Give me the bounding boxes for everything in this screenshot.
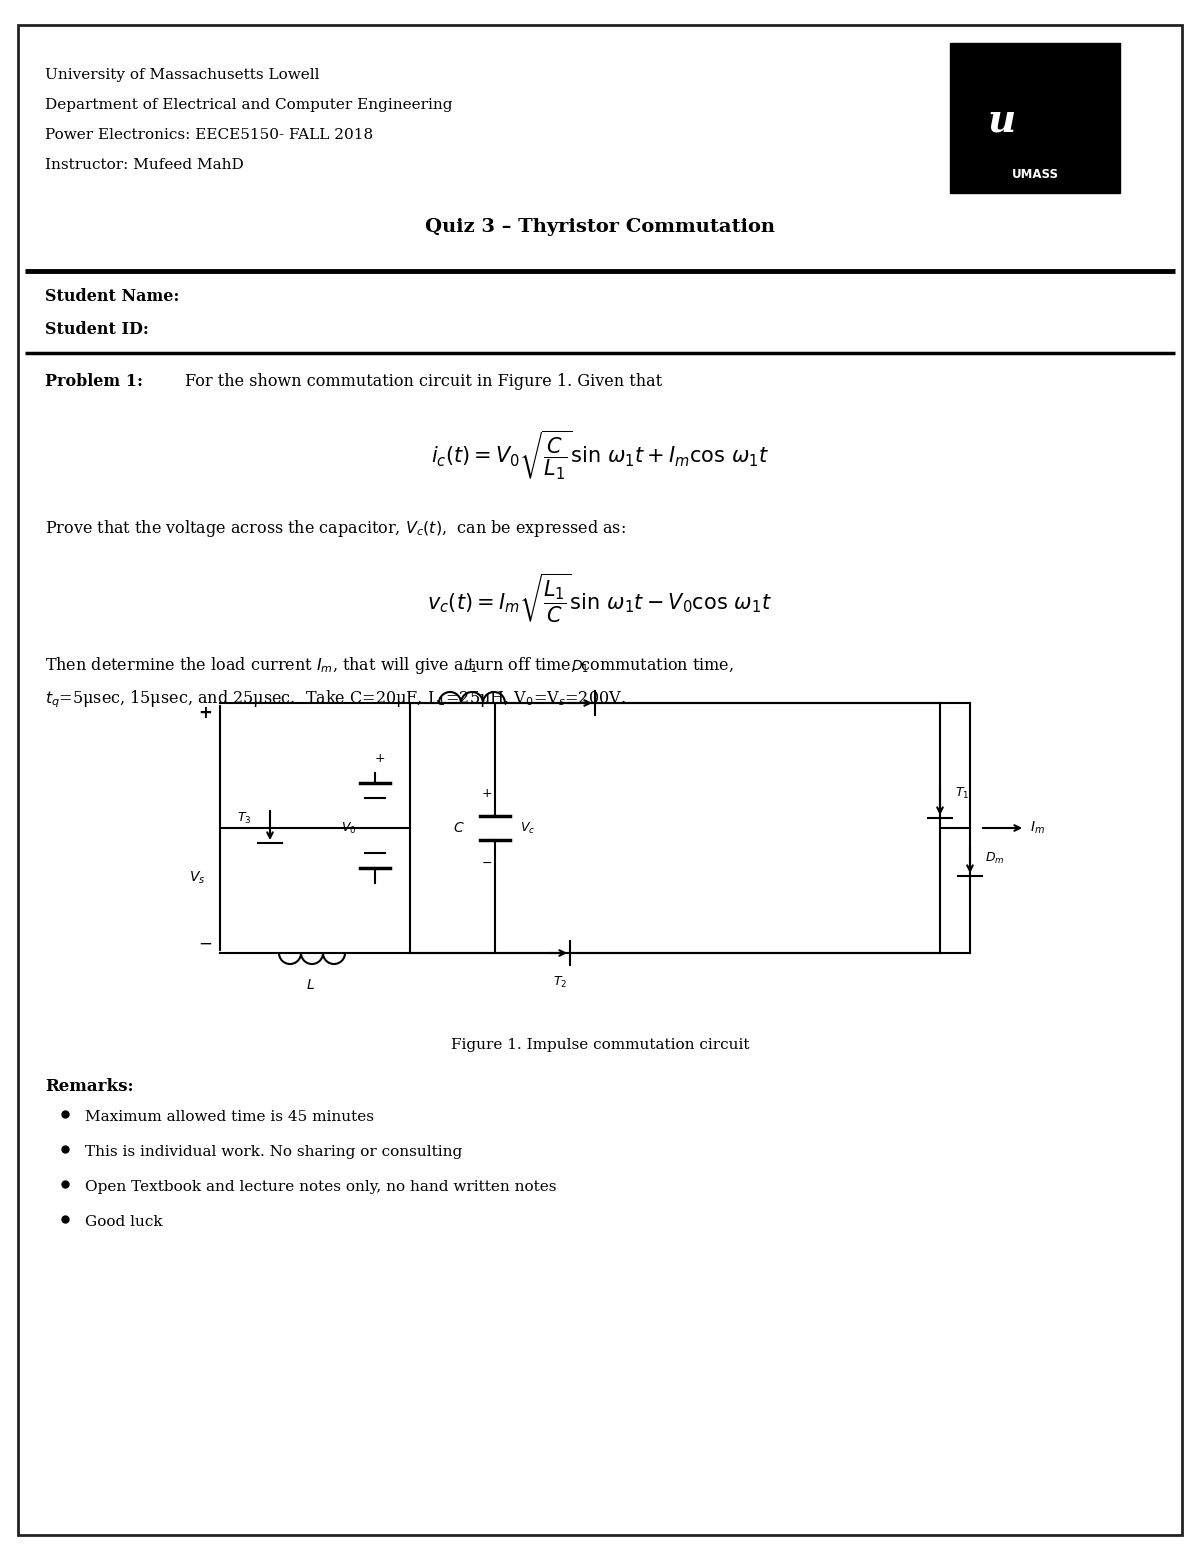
Text: u: u	[988, 102, 1016, 140]
Text: $L_1$: $L_1$	[462, 658, 478, 676]
Bar	[950, 43, 1120, 193]
Text: Good luck: Good luck	[85, 1214, 163, 1228]
Text: UMASS: UMASS	[1012, 168, 1058, 182]
Text: $-$: $-$	[481, 856, 492, 870]
Text: Then determine the load current $I_m$, that will give a turn off time, commutati: Then determine the load current $I_m$, t…	[46, 655, 734, 676]
Text: $v_c(t) = I_m\sqrt{\dfrac{L_1}{C}}\sin\,\omega_1 t - V_0\cos\,\omega_1 t$: $v_c(t) = I_m\sqrt{\dfrac{L_1}{C}}\sin\,…	[427, 572, 773, 624]
Text: $-$: $-$	[198, 933, 212, 952]
Text: +: +	[481, 787, 492, 800]
Text: $D_m$: $D_m$	[985, 851, 1004, 865]
Text: Instructor: Mufeed MahD: Instructor: Mufeed MahD	[46, 158, 244, 172]
Text: Prove that the voltage across the capacitor, $V_c(t)$,  can be expressed as:: Prove that the voltage across the capaci…	[46, 519, 626, 539]
Text: For the shown commutation circuit in Figure 1. Given that: For the shown commutation circuit in Fig…	[185, 373, 662, 390]
Text: +: +	[198, 704, 212, 722]
Text: $t_q$=5μsec, 15μsec, and 25μsec.  Take C=20μF, L$_1$=25μH, V$_0$=V$_s$=200V.: $t_q$=5μsec, 15μsec, and 25μsec. Take C=…	[46, 688, 625, 710]
Text: Student Name:: Student Name:	[46, 287, 179, 304]
Text: $T_2$: $T_2$	[553, 975, 568, 991]
Text: Remarks:: Remarks:	[46, 1078, 133, 1095]
Text: $V_s$: $V_s$	[188, 870, 205, 887]
Text: $V_0$: $V_0$	[342, 820, 358, 836]
Text: $C$: $C$	[454, 822, 464, 836]
Text: $i_c(t) = V_0\sqrt{\dfrac{C}{L_1}}\sin\,\omega_1 t + I_m\cos\,\omega_1 t$: $i_c(t) = V_0\sqrt{\dfrac{C}{L_1}}\sin\,…	[431, 429, 769, 481]
Text: This is individual work. No sharing or consulting: This is individual work. No sharing or c…	[85, 1145, 462, 1159]
Text: +: +	[374, 752, 385, 766]
Text: $D_1$: $D_1$	[571, 658, 589, 676]
Text: $V_c$: $V_c$	[520, 820, 535, 836]
Text: $L$: $L$	[306, 978, 314, 992]
Text: $T_3$: $T_3$	[238, 811, 252, 826]
Text: $T_1$: $T_1$	[955, 786, 970, 800]
Text: $I_m$: $I_m$	[1030, 820, 1045, 836]
Text: Student ID:: Student ID:	[46, 321, 149, 339]
Text: Problem 1:: Problem 1:	[46, 373, 143, 390]
Text: Figure 1. Impulse commutation circuit: Figure 1. Impulse commutation circuit	[451, 1037, 749, 1051]
Text: Maximum allowed time is 45 minutes: Maximum allowed time is 45 minutes	[85, 1110, 374, 1124]
Text: University of Massachusetts Lowell: University of Massachusetts Lowell	[46, 68, 319, 82]
Text: Department of Electrical and Computer Engineering: Department of Electrical and Computer En…	[46, 98, 452, 112]
Text: Quiz 3 – Thyristor Commutation: Quiz 3 – Thyristor Commutation	[425, 217, 775, 236]
Text: Power Electronics: EECE5150- FALL 2018: Power Electronics: EECE5150- FALL 2018	[46, 127, 373, 141]
Text: Open Textbook and lecture notes only, no hand written notes: Open Textbook and lecture notes only, no…	[85, 1180, 557, 1194]
FancyBboxPatch shape	[18, 25, 1182, 1534]
